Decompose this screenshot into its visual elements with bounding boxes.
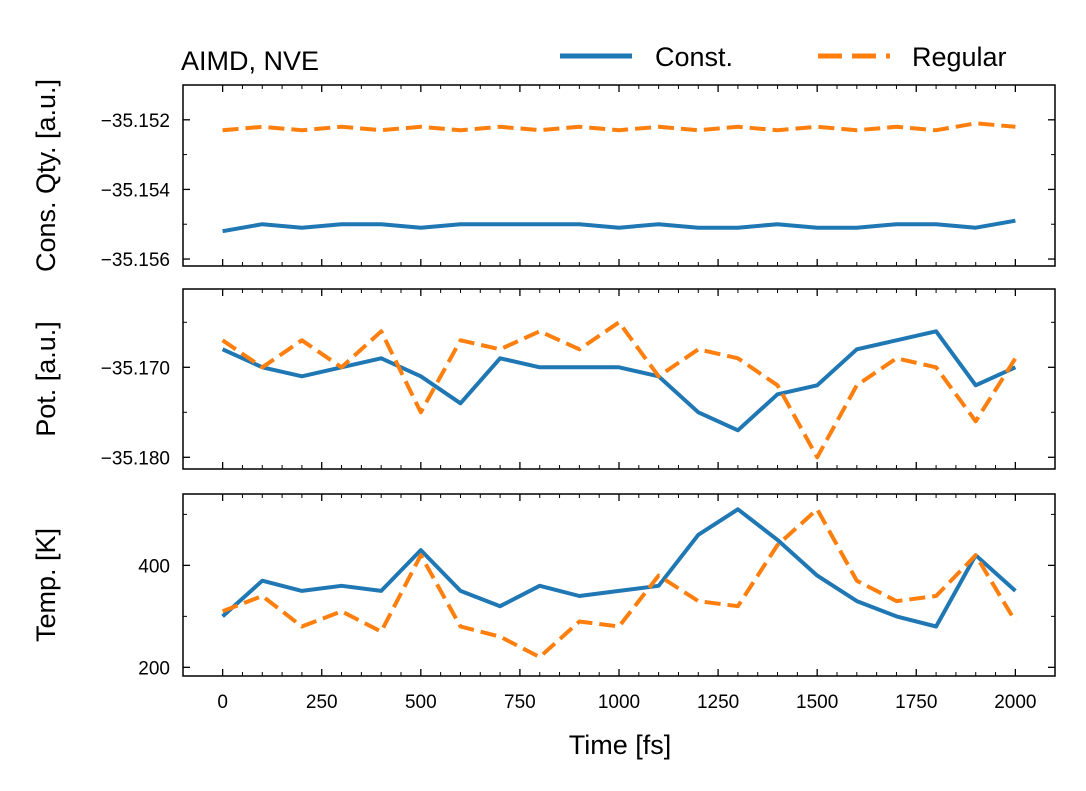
panel-frame — [182, 84, 1056, 267]
x-tick-label: 750 — [504, 692, 536, 713]
legend: Const. Regular — [560, 42, 1007, 72]
y-tick-label: 400 — [138, 556, 170, 577]
panel-temperature: 200 400 Temp. [K] — [31, 493, 1056, 679]
chart-title: AIMD, NVE — [181, 46, 319, 76]
series-line-regular — [222, 121, 1016, 133]
y-tick-label: −35.152 — [101, 111, 170, 132]
y-tick-label: −35.180 — [101, 448, 170, 469]
legend-label: Regular — [912, 42, 1007, 72]
x-tick-label: 500 — [405, 692, 437, 713]
x-tick-label: 1000 — [598, 692, 640, 713]
y-tick-label: −35.154 — [101, 180, 171, 201]
legend-label: Const. — [655, 42, 733, 72]
y-axis-label: Cons. Qty. [a.u.] — [31, 79, 61, 272]
series-line-const — [222, 218, 1016, 234]
y-tick-label: −35.156 — [101, 250, 170, 271]
y-axis-label: Pot. [a.u.] — [31, 321, 61, 437]
panel-frame — [182, 493, 1056, 677]
x-tick-label: 0 — [217, 692, 228, 713]
panel-potential: −35.170 −35.180 Pot. [a.u.] — [31, 288, 1056, 470]
x-axis-label: Time [fs] — [569, 730, 672, 760]
x-tick-label: 2000 — [994, 692, 1036, 713]
x-tick-label: 1500 — [796, 692, 838, 713]
series-line-const — [221, 507, 1017, 629]
panel-frame — [182, 288, 1056, 470]
x-tick-label: 1250 — [697, 692, 739, 713]
x-tick-label: 1750 — [895, 692, 937, 713]
panel-conserved: −35.152 −35.154 −35.156 Cons. Qty. [a.u.] — [31, 79, 1056, 272]
y-tick-label: 200 — [138, 658, 170, 679]
x-tick-label: 250 — [306, 692, 338, 713]
y-axis-label: Temp. [K] — [31, 528, 61, 642]
y-tick-label: −35.170 — [101, 358, 170, 379]
series-line-regular — [221, 320, 1018, 460]
series-line-regular — [221, 507, 1018, 660]
series-line-const — [221, 329, 1017, 433]
